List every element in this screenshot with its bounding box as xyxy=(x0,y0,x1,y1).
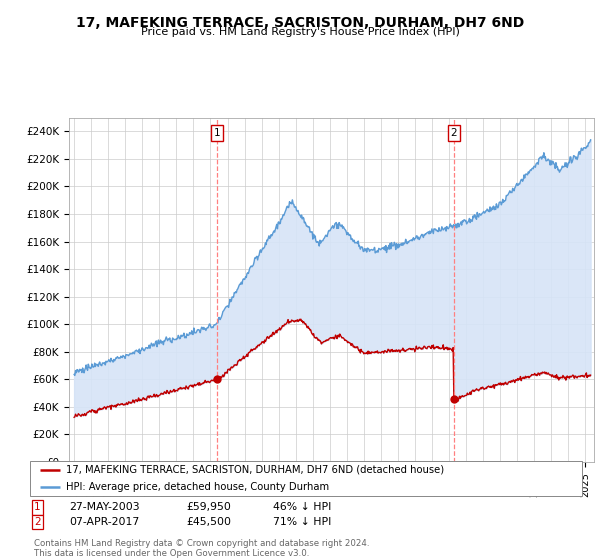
Text: 71% ↓ HPI: 71% ↓ HPI xyxy=(273,517,331,527)
Text: Price paid vs. HM Land Registry's House Price Index (HPI): Price paid vs. HM Land Registry's House … xyxy=(140,27,460,37)
Text: 1: 1 xyxy=(214,128,221,138)
Text: 07-APR-2017: 07-APR-2017 xyxy=(69,517,139,527)
FancyBboxPatch shape xyxy=(30,461,582,496)
Text: HPI: Average price, detached house, County Durham: HPI: Average price, detached house, Coun… xyxy=(66,482,329,492)
Text: 46% ↓ HPI: 46% ↓ HPI xyxy=(273,502,331,512)
Text: 17, MAFEKING TERRACE, SACRISTON, DURHAM, DH7 6ND: 17, MAFEKING TERRACE, SACRISTON, DURHAM,… xyxy=(76,16,524,30)
Text: 17, MAFEKING TERRACE, SACRISTON, DURHAM, DH7 6ND (detached house): 17, MAFEKING TERRACE, SACRISTON, DURHAM,… xyxy=(66,465,444,474)
Text: £45,500: £45,500 xyxy=(186,517,231,527)
Text: 27-MAY-2003: 27-MAY-2003 xyxy=(69,502,140,512)
Text: 2: 2 xyxy=(34,517,41,527)
Text: £59,950: £59,950 xyxy=(186,502,231,512)
Text: Contains HM Land Registry data © Crown copyright and database right 2024.
This d: Contains HM Land Registry data © Crown c… xyxy=(34,539,370,558)
Text: 2: 2 xyxy=(451,128,457,138)
Text: 1: 1 xyxy=(34,502,41,512)
